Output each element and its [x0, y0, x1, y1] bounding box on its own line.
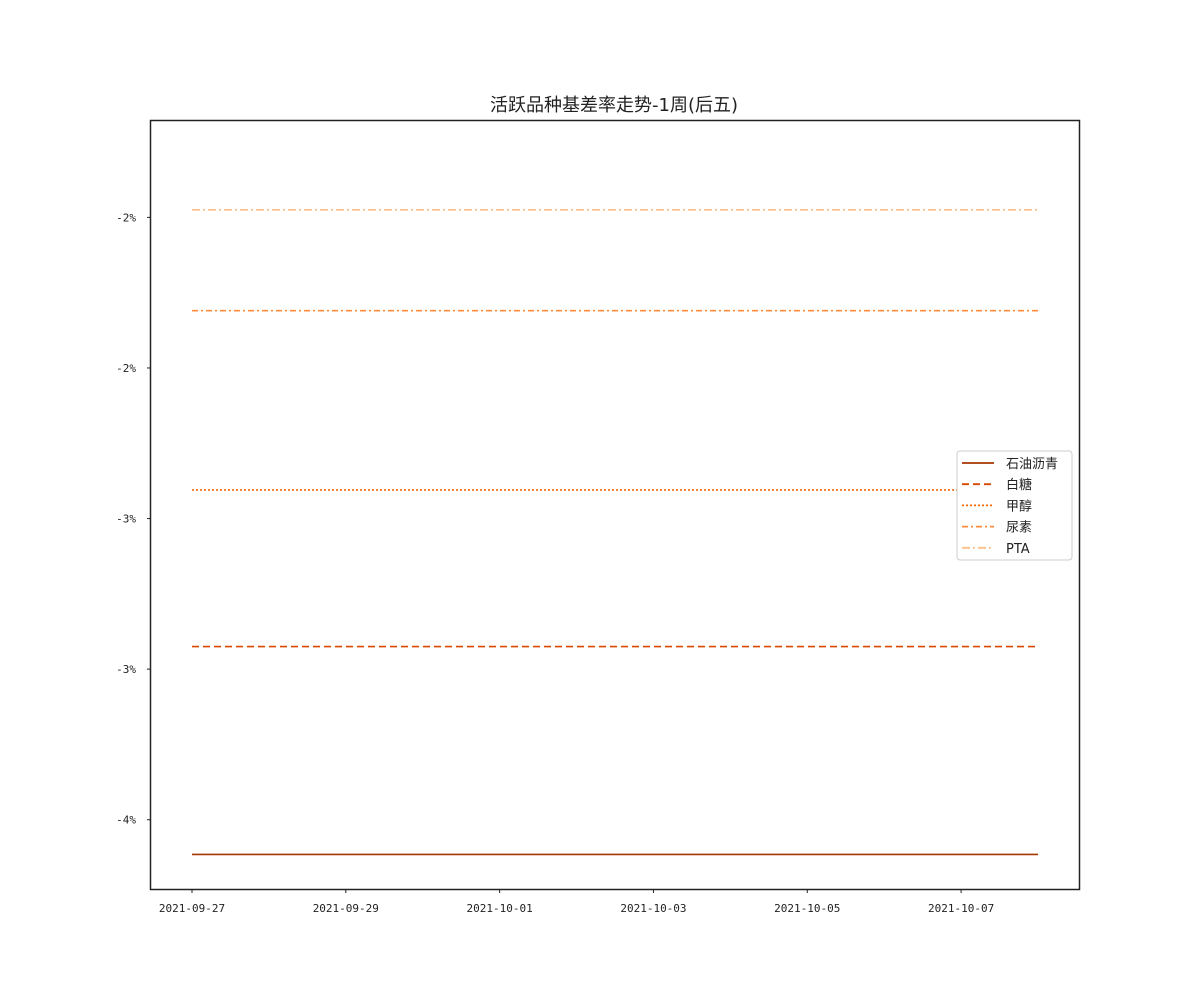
chart-title: 活跃品种基差率走势-1周(后五) — [490, 95, 738, 116]
y-tick-label: -4% — [116, 814, 136, 827]
x-axis-ticks: 2021-09-27 2021-09-29 2021-10-01 2021-10-03… — [159, 889, 994, 915]
y-tick-label: -2% — [116, 211, 136, 224]
x-tick-label: 2021-10-01 — [467, 902, 533, 915]
series-lines — [192, 209, 1038, 856]
x-tick-label: 2021-10-07 — [928, 902, 994, 915]
legend-label: 尿素 — [1006, 521, 1032, 536]
x-tick-label: 2021-10-05 — [774, 902, 840, 915]
x-tick-label: 2021-09-29 — [313, 902, 379, 915]
legend-label: PTA — [1006, 542, 1030, 557]
legend-label: 白糖 — [1006, 477, 1032, 493]
y-axis-ticks: -2% -2% -3% -3% -4% — [116, 211, 151, 827]
x-tick-label: 2021-10-03 — [620, 902, 686, 915]
plot-area-frame — [149, 119, 1081, 891]
y-tick-label: -2% — [116, 362, 136, 375]
x-tick-label: 2021-09-27 — [159, 902, 225, 915]
y-tick-label: -3% — [116, 663, 136, 676]
legend-box — [956, 450, 1073, 561]
y-tick-label: -3% — [116, 513, 136, 526]
legend-label: 甲醇 — [1006, 498, 1032, 514]
legend-label: 石油沥青 — [1006, 457, 1058, 472]
